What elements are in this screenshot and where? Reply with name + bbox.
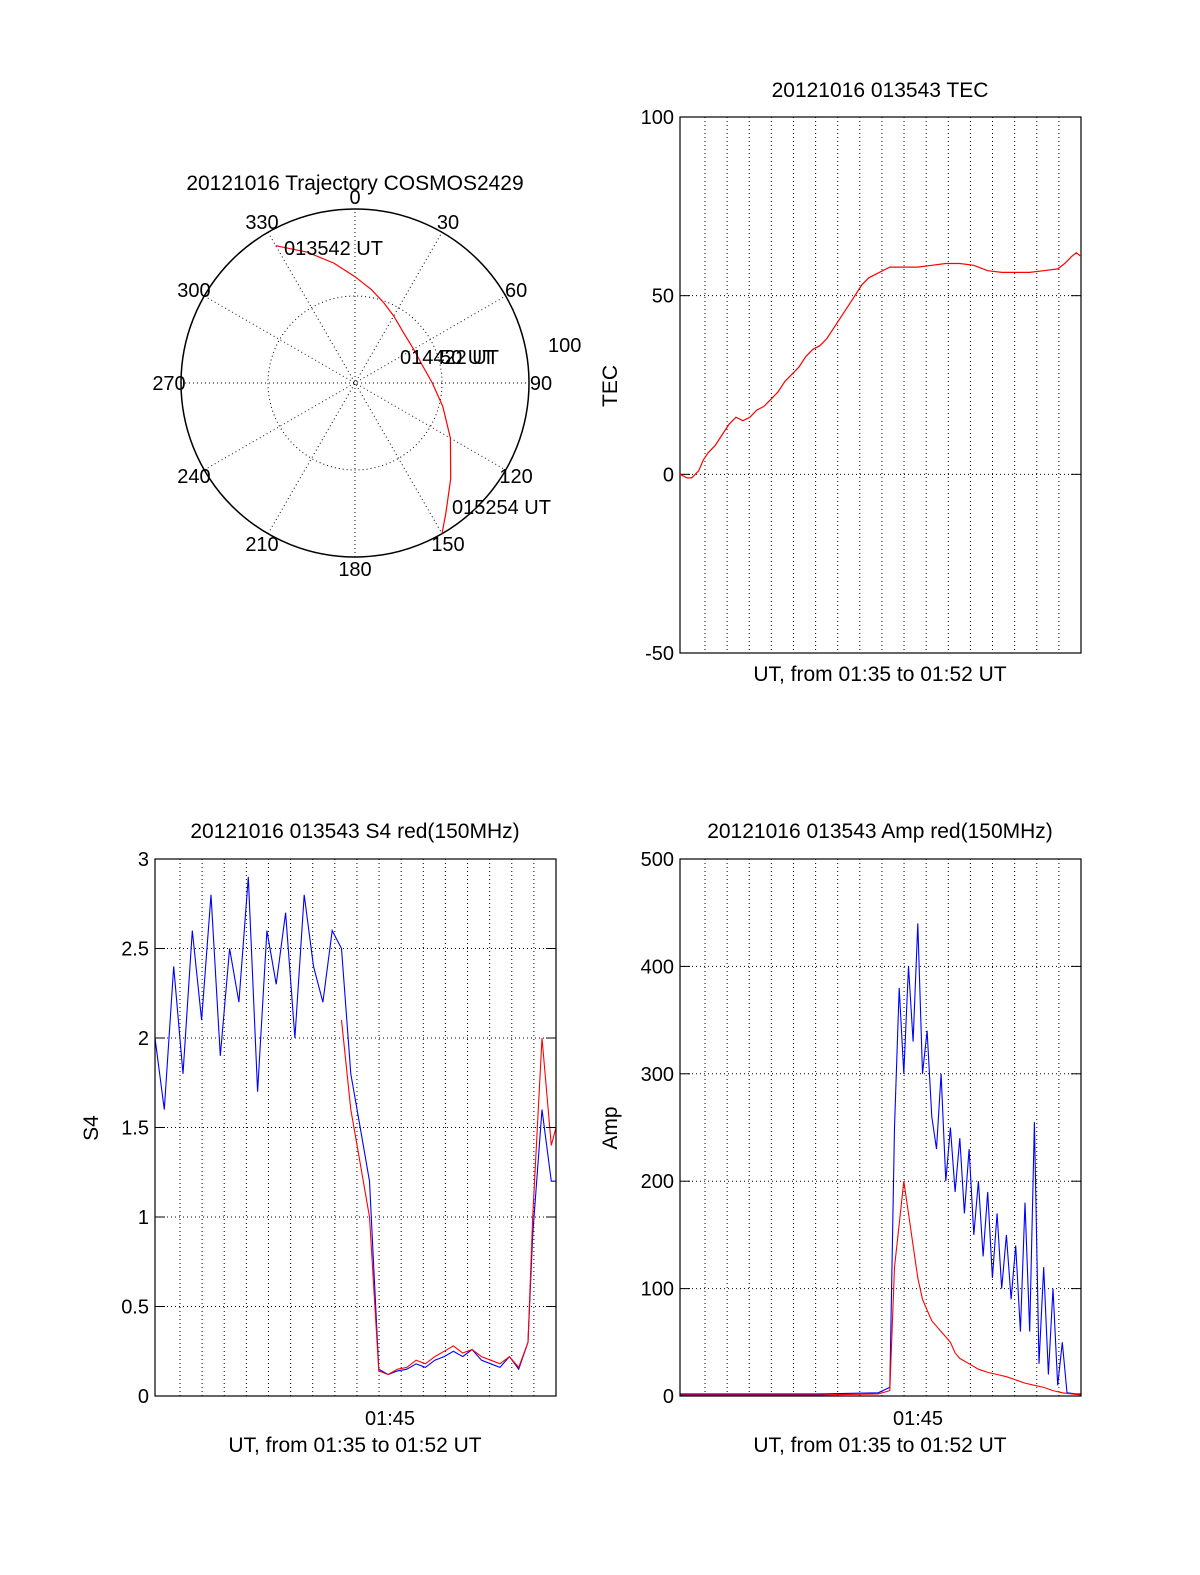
s4-ytick-label: 3 bbox=[138, 849, 149, 871]
polar-start-label: 013542 UT bbox=[284, 238, 383, 260]
polar-angle-label: 120 bbox=[499, 466, 532, 488]
polar-angle-label: 330 bbox=[245, 212, 278, 234]
tec-ytick-label: 0 bbox=[663, 464, 674, 486]
amp-xlabel: UT, from 01:35 to 01:52 UT bbox=[753, 1434, 1006, 1457]
polar-angle-label: 240 bbox=[177, 466, 210, 488]
s4-grid bbox=[155, 859, 556, 1396]
amp-grid bbox=[680, 859, 1081, 1396]
s4-xlabel: UT, from 01:35 to 01:52 UT bbox=[228, 1434, 481, 1457]
s4-xtick-label: 01:45 bbox=[365, 1408, 415, 1430]
amp-ytick-label: 200 bbox=[641, 1171, 674, 1193]
polar-angle-label: 150 bbox=[431, 534, 464, 556]
amp-ytick-label: 500 bbox=[641, 849, 674, 871]
polar-end-label: 015254 UT bbox=[452, 497, 551, 519]
amp-red-series-line bbox=[680, 1181, 1082, 1396]
polar-angle-label: 180 bbox=[338, 559, 371, 581]
tec-ytick-label: 100 bbox=[641, 107, 674, 129]
tec-title: 20121016 013543 TEC bbox=[772, 79, 989, 102]
s4-ytick-label: 1.5 bbox=[121, 1118, 149, 1140]
s4-panel: 20121016 013543 S4 red(150MHz) 0 0.5 1 1.5 2… bbox=[80, 820, 557, 1457]
s4-yticks: 0 0.5 1 1.5 2 2.5 3 bbox=[121, 849, 556, 1408]
polar-inner-circle bbox=[267, 295, 443, 471]
tec-panel: 20121016 013543 TEC -50 0 50 100 TEC UT, fr… bbox=[599, 79, 1082, 686]
polar-angle-label: 60 bbox=[505, 280, 527, 302]
tec-frame bbox=[679, 116, 1082, 654]
tec-ytick-label: -50 bbox=[645, 643, 674, 665]
amp-ytick-label: 400 bbox=[641, 956, 674, 978]
polar-angle-label: 210 bbox=[245, 534, 278, 556]
s4-ylabel: S4 bbox=[80, 1115, 103, 1141]
s4-ytick-label: 1 bbox=[138, 1207, 149, 1229]
s4-ytick-label: 2.5 bbox=[121, 939, 149, 961]
polar-title: 20121016 Trajectory COSMOS2429 bbox=[186, 172, 523, 195]
amp-blue-series-line bbox=[680, 923, 1081, 1395]
amp-ytick-label: 100 bbox=[641, 1279, 674, 1301]
amp-ytick-label: 0 bbox=[663, 1386, 674, 1408]
amp-panel: 20121016 013543 Amp red(150MHz) 0 100 200 3… bbox=[599, 820, 1082, 1457]
tec-xlabel: UT, from 01:35 to 01:52 UT bbox=[753, 663, 1006, 686]
polar-trajectory-line bbox=[275, 245, 452, 534]
tec-ylabel: TEC bbox=[599, 365, 622, 407]
polar-mid-label-overlap: 50 UT bbox=[440, 347, 494, 369]
polar-mid-label: 014422 UT bbox=[400, 347, 499, 369]
polar-angle-labels: 0 30 60 90 120 150 180 210 240 270 300 330 bbox=[152, 187, 552, 581]
s4-blue-series-line bbox=[154, 876, 556, 1376]
polar-panel: 20121016 Trajectory COSMOS2429 0 30 60 90 12… bbox=[152, 172, 581, 581]
polar-radial-label: 100 bbox=[548, 335, 581, 357]
tec-series-line bbox=[679, 252, 1082, 479]
amp-frame bbox=[679, 858, 1082, 1397]
polar-angle-label: 300 bbox=[177, 280, 210, 302]
polar-angle-label: 0 bbox=[349, 187, 360, 209]
polar-angle-label: 30 bbox=[437, 212, 459, 234]
s4-ytick-label: 2 bbox=[138, 1028, 149, 1050]
polar-angle-label: 270 bbox=[152, 373, 185, 395]
tec-yticks: -50 0 50 100 bbox=[641, 107, 1081, 665]
polar-angle-label: 90 bbox=[530, 373, 552, 395]
s4-ytick-label: 0.5 bbox=[121, 1297, 149, 1319]
amp-xtick-label: 01:45 bbox=[893, 1408, 943, 1430]
amp-title: 20121016 013543 Amp red(150MHz) bbox=[707, 820, 1053, 843]
amp-yticks: 0 100 200 300 400 500 bbox=[641, 849, 1081, 1408]
s4-red-series-line bbox=[340, 1020, 557, 1376]
tec-grid bbox=[680, 117, 1081, 653]
tec-ytick-label: 50 bbox=[652, 286, 674, 308]
s4-title: 20121016 013543 S4 red(150MHz) bbox=[190, 820, 519, 843]
amp-ytick-label: 300 bbox=[641, 1064, 674, 1086]
amp-ylabel: Amp bbox=[599, 1106, 622, 1149]
s4-ytick-label: 0 bbox=[138, 1386, 149, 1408]
polar-outer-circle bbox=[180, 208, 530, 558]
